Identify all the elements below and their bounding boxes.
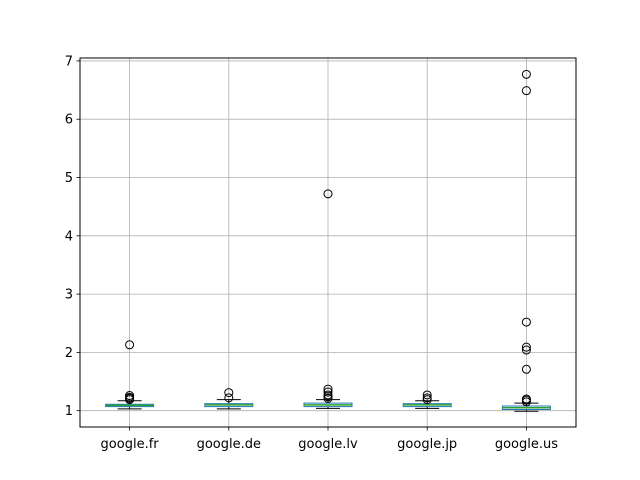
y-tick-label: 4 — [65, 229, 73, 244]
y-tick-label: 3 — [65, 288, 73, 303]
outlier-point — [521, 345, 531, 355]
y-tick-label: 2 — [65, 346, 73, 361]
y-axis: 1 2 3 4 5 6 7 — [65, 54, 80, 419]
outlier-point — [521, 342, 531, 352]
outlier-point — [521, 86, 531, 96]
outlier-point — [422, 390, 432, 400]
y-tick-label: 7 — [65, 54, 73, 69]
x-tick-label: google.lv — [298, 437, 358, 452]
y-tick-label: 6 — [65, 113, 73, 128]
y-tick-label: 1 — [65, 404, 73, 419]
outlier-point — [224, 393, 234, 403]
x-tick-label: google.fr — [101, 437, 160, 452]
grid-layer — [80, 58, 576, 427]
outlier-point — [224, 388, 234, 398]
outlier-point — [422, 393, 432, 403]
outlier-point — [521, 394, 531, 404]
y-tick-label: 5 — [65, 171, 73, 186]
box-google.lv — [303, 189, 353, 409]
outlier-point — [521, 364, 531, 374]
x-tick-label: google.us — [495, 437, 558, 452]
box-google.fr — [105, 340, 155, 410]
outlier-point — [323, 390, 333, 400]
outlier-point — [323, 387, 333, 397]
x-tick-label: google.jp — [397, 437, 457, 452]
outlier-point — [323, 384, 333, 394]
outlier-point — [521, 69, 531, 79]
outlier-point — [323, 189, 333, 199]
box-google.de — [204, 388, 254, 410]
plot-layer — [105, 69, 551, 412]
box-google.us — [501, 69, 551, 412]
box-google.jp — [402, 390, 452, 409]
outlier-point — [521, 317, 531, 327]
x-axis: google.fr google.de google.lv google.jp goog… — [101, 427, 558, 452]
outlier-point — [125, 340, 135, 350]
x-tick-label: google.de — [197, 437, 261, 452]
outlier-point — [125, 391, 135, 401]
